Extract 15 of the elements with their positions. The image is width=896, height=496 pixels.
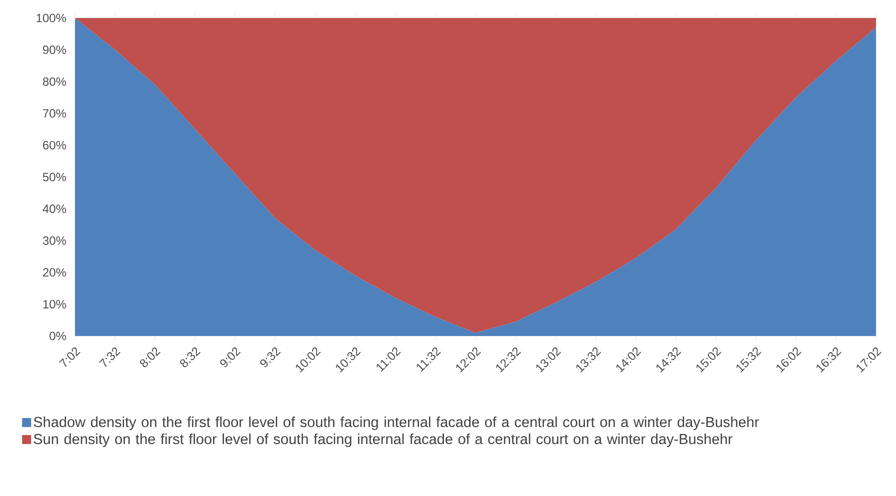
y-tick-label: 0% [50,332,66,340]
y-tick-label: 80% [42,77,66,86]
legend-label: Sun density on the first floor level of south facing internal facade of a central court on a winter day-Bushehr [34,434,732,448]
y-tick-label: 10% [43,300,66,308]
legend-label: Shadow density on the first floor level of south facing internal facade of a central court on a winter day-Bushehr [34,416,759,430]
y-tick-label: 100% [36,14,66,22]
y-tick-label: 90% [43,46,66,54]
y-tick-label: 40% [42,204,66,214]
y-tick-label: 70% [43,109,66,118]
x-tick-label: 7:02 [59,347,81,367]
y-tick-label: 60% [43,140,66,150]
y-tick-label: 50% [42,172,66,182]
x-tick-label: 7:32 [99,347,121,367]
y-tick-label: 30% [42,236,66,245]
y-tick-label: 20% [43,268,66,277]
